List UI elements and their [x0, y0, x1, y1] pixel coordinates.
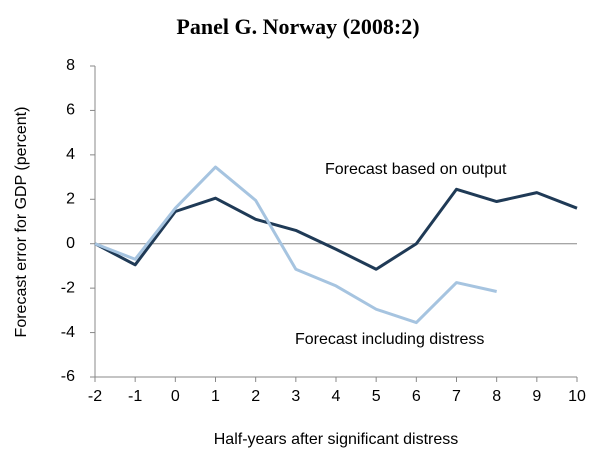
y-tick-label: -2	[61, 279, 75, 296]
y-tick-label: 4	[66, 146, 75, 163]
y-tick-label: -4	[61, 324, 75, 341]
x-axis-label: Half-years after significant distress	[214, 431, 459, 448]
x-tick-label: 10	[568, 388, 586, 405]
x-tick-label: -2	[88, 388, 102, 405]
x-tick-label: 4	[332, 388, 341, 405]
series-line	[94, 165, 497, 325]
y-tick-label: 0	[66, 235, 75, 252]
series-label: Forecast including distress	[295, 331, 484, 348]
y-axis-label: Forecast error for GDP (percent)	[13, 107, 30, 338]
y-tick-label: -6	[61, 368, 75, 385]
series-label: Forecast based on output	[325, 161, 507, 178]
x-tick-label: 3	[291, 388, 300, 405]
x-tick-label: 6	[412, 388, 421, 405]
x-tick-label: 2	[251, 388, 260, 405]
x-tick-label: 9	[532, 388, 541, 405]
x-tick-label: 5	[372, 388, 381, 405]
series-line	[94, 187, 578, 271]
chart-title: Panel G. Norway (2008:2)	[176, 14, 419, 39]
x-tick-label: -1	[128, 388, 142, 405]
x-tick-label: 7	[452, 388, 461, 405]
y-tick-label: 8	[66, 57, 75, 74]
x-tick-label: 0	[171, 388, 180, 405]
x-tick-label: 1	[211, 388, 220, 405]
x-tick-label: 8	[492, 388, 501, 405]
y-tick-label: 6	[66, 102, 75, 119]
y-tick-label: 2	[66, 191, 75, 208]
